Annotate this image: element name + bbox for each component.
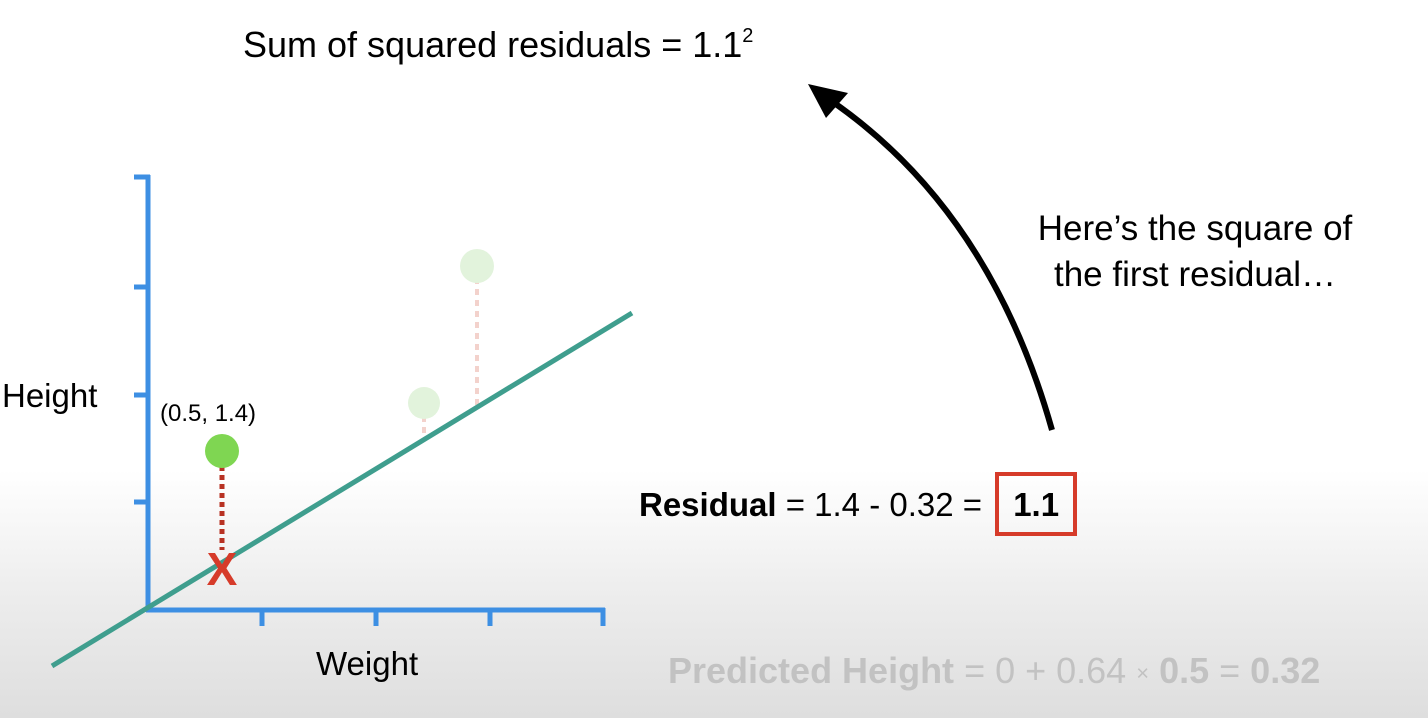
data-point-active (205, 434, 239, 468)
x-axis-label: Weight (316, 645, 419, 682)
data-point-faded (408, 387, 440, 419)
fit-line (50, 310, 634, 669)
arrow-head-icon (808, 84, 848, 118)
predicted-height-equation: Predicted Height = 0 + 0.64 × 0.5 = 0.32 (668, 650, 1320, 692)
sum-equation-text: Sum of squared residuals = 1.1 (243, 24, 743, 65)
residual-equation: Residual = 1.4 - 0.32 = 1.1 (639, 472, 1078, 536)
data-point-faded (460, 249, 494, 283)
point-coordinate-label: (0.5, 1.4) (160, 400, 257, 427)
residual-term-label: Residual (639, 486, 777, 523)
note-line-1: Here’s the square of (1037, 209, 1353, 248)
sum-equation-exponent: 2 (742, 25, 754, 47)
residual-expression: = 1.4 - 0.32 = (776, 486, 992, 523)
predicted-result: 0.32 (1250, 650, 1321, 691)
residual-result-box: 1.1 (995, 472, 1078, 536)
predicted-term-label: Predicted Height (668, 650, 955, 691)
curved-arrow (828, 97, 1055, 431)
predicted-expression-a: = 0 + 0.64 (954, 650, 1137, 691)
predicted-marker: X (207, 543, 238, 595)
note-line-2: the first residual… (1053, 255, 1337, 294)
predicted-expression-b: = (1209, 650, 1251, 691)
sum-of-squared-residuals: Sum of squared residuals = 1.12 (243, 24, 753, 66)
y-axis-label: Height (2, 377, 98, 414)
predicted-x-value: 0.5 (1159, 650, 1210, 691)
times-symbol: × (1136, 660, 1150, 686)
annotation-note: Here’s the square of the first residual… (1000, 206, 1390, 298)
